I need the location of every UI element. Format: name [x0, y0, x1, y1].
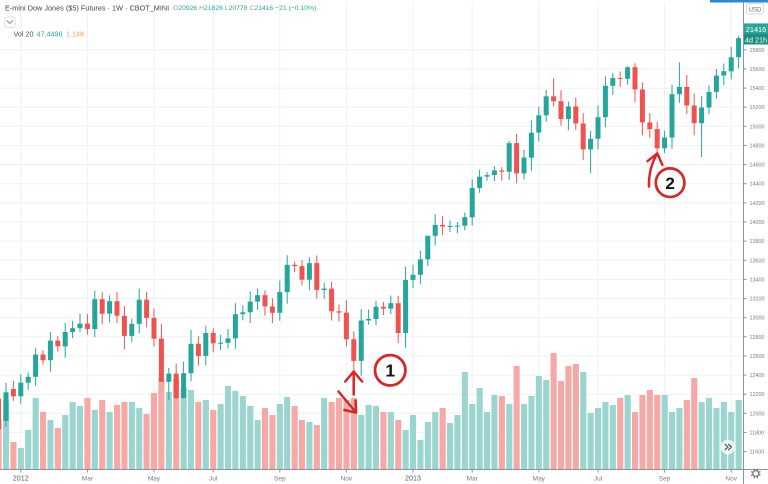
svg-text:1: 1: [385, 361, 395, 381]
svg-text:11800: 11800: [750, 431, 765, 437]
svg-text:12000: 12000: [750, 411, 765, 417]
svg-text:Sep: Sep: [659, 476, 671, 483]
svg-text:15600: 15600: [750, 67, 765, 73]
svg-text:Vol 20: Vol 20: [14, 29, 34, 38]
svg-text:15000: 15000: [750, 124, 765, 130]
svg-text:Mar: Mar: [82, 476, 94, 483]
svg-text:13800: 13800: [750, 239, 765, 245]
svg-text:14200: 14200: [750, 201, 765, 207]
svg-text:2012: 2012: [13, 474, 29, 483]
svg-text:15400: 15400: [750, 86, 765, 92]
svg-text:O20926 H21826 L20778 C21416 −2: O20926 H21826 L20778 C21416 −21 (−0.10%): [173, 5, 316, 12]
svg-text:12400: 12400: [750, 373, 765, 379]
svg-text:May: May: [533, 476, 546, 483]
svg-text:15800: 15800: [750, 48, 765, 54]
svg-text:15200: 15200: [750, 105, 765, 111]
svg-text:USD: USD: [748, 6, 762, 13]
svg-text:2: 2: [665, 174, 674, 193]
svg-text:Jul: Jul: [209, 476, 218, 483]
svg-text:12200: 12200: [750, 392, 765, 398]
svg-text:21416: 21416: [746, 25, 767, 34]
svg-text:12800: 12800: [750, 335, 765, 341]
svg-text:47.4496: 47.4496: [37, 30, 63, 39]
svg-text:11600: 11600: [750, 450, 765, 456]
svg-text:4d 21h: 4d 21h: [745, 35, 767, 44]
svg-text:Mar: Mar: [467, 476, 479, 483]
svg-text:14000: 14000: [750, 220, 765, 226]
svg-text:13000: 13000: [750, 316, 765, 322]
svg-text:13600: 13600: [750, 258, 765, 264]
svg-text:14800: 14800: [750, 144, 765, 150]
svg-text:Jul: Jul: [594, 476, 603, 483]
svg-text:13400: 13400: [750, 277, 765, 283]
svg-text:14600: 14600: [750, 163, 765, 169]
svg-text:May: May: [148, 476, 161, 483]
svg-text:E-mini Dow Jones ($5) Futures: E-mini Dow Jones ($5) Futures · 1W · CBO…: [5, 3, 169, 12]
svg-text:1.14K: 1.14K: [66, 30, 85, 39]
svg-text:2013: 2013: [405, 474, 421, 483]
svg-text:Nov: Nov: [341, 476, 353, 483]
svg-text:14400: 14400: [750, 182, 765, 188]
svg-text:13200: 13200: [750, 297, 765, 303]
svg-text:12600: 12600: [750, 354, 765, 360]
svg-text:Nov: Nov: [725, 476, 737, 483]
svg-text:Sep: Sep: [274, 476, 286, 483]
